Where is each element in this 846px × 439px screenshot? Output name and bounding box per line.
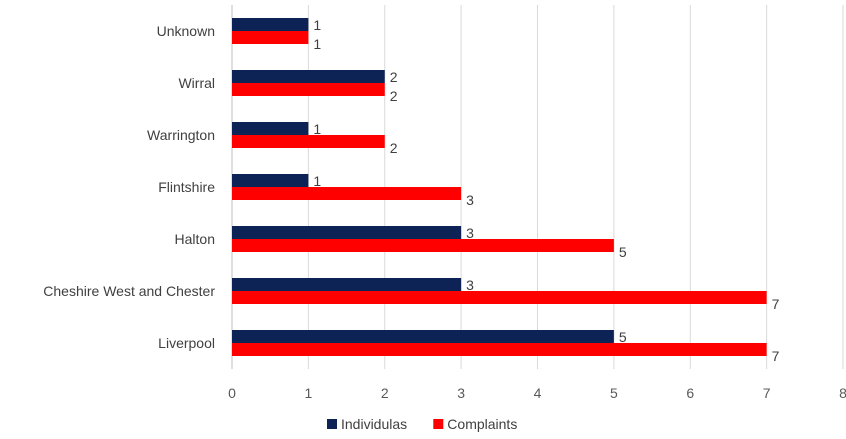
category-label: Wirral (178, 75, 215, 91)
data-label: 2 (390, 69, 398, 85)
x-tick-label-0: 0 (228, 385, 236, 401)
data-label: 2 (390, 140, 398, 156)
bar-individulas-wirral (232, 70, 385, 83)
category-labels: Unknown Wirral Warrington Flintshire Halton C… (43, 23, 215, 351)
bar-individulas-warrington (232, 122, 309, 135)
bar-complaints-flintshire (232, 187, 462, 200)
data-label: 2 (390, 88, 398, 104)
category-label: Liverpool (158, 335, 215, 351)
bar-individulas-halton (232, 226, 462, 239)
category-label: Halton (175, 231, 215, 247)
x-tick-label-1: 1 (304, 385, 312, 401)
legend-label-complaints: Complaints (447, 416, 517, 432)
data-label: 3 (466, 225, 474, 241)
legend: Individulas Complaints (327, 416, 517, 432)
category-label: Unknown (157, 23, 215, 39)
data-label: 5 (619, 329, 627, 345)
x-tick-label-5: 5 (610, 385, 618, 401)
x-tick-label-4: 4 (534, 385, 542, 401)
bar-complaints-halton (232, 239, 614, 252)
bars (232, 18, 767, 356)
bar-complaints-warrington (232, 135, 385, 148)
data-label: 1 (313, 173, 321, 189)
bar-individulas-cheshire-west-and-chester (232, 278, 462, 291)
gridlines (231, 5, 844, 369)
data-label: 1 (313, 17, 321, 33)
data-label: 7 (772, 348, 780, 364)
x-tick-label-3: 3 (457, 385, 465, 401)
bar-complaints-wirral (232, 83, 385, 96)
x-tick-label-2: 2 (381, 385, 389, 401)
bar-individulas-flintshire (232, 174, 309, 187)
data-label: 3 (466, 192, 474, 208)
legend-label-individulas: Individulas (341, 416, 407, 432)
data-labels: 1 1 2 2 1 2 1 3 3 5 3 7 5 7 (313, 17, 779, 364)
legend-swatch-complaints (433, 419, 444, 429)
x-tick-label-8: 8 (839, 385, 846, 401)
category-label: Cheshire West and Chester (43, 283, 215, 299)
bar-complaints-unknown (232, 31, 309, 44)
data-label: 1 (313, 121, 321, 137)
category-label: Warrington (147, 127, 215, 143)
legend-swatch-individulas (327, 419, 337, 429)
data-label: 1 (313, 36, 321, 52)
data-label: 3 (466, 277, 474, 293)
bar-complaints-cheshire-west-and-chester (232, 291, 767, 304)
data-label: 7 (772, 296, 780, 312)
category-label: Flintshire (158, 179, 215, 195)
data-label: 5 (619, 244, 627, 260)
x-tick-label-6: 6 (686, 385, 694, 401)
x-tick-label-7: 7 (763, 385, 771, 401)
bar-individulas-unknown (232, 18, 309, 31)
bar-individulas-liverpool (232, 330, 614, 343)
x-axis-ticks: 0 1 2 3 4 5 6 7 8 (228, 385, 846, 401)
bar-complaints-liverpool (232, 343, 767, 356)
